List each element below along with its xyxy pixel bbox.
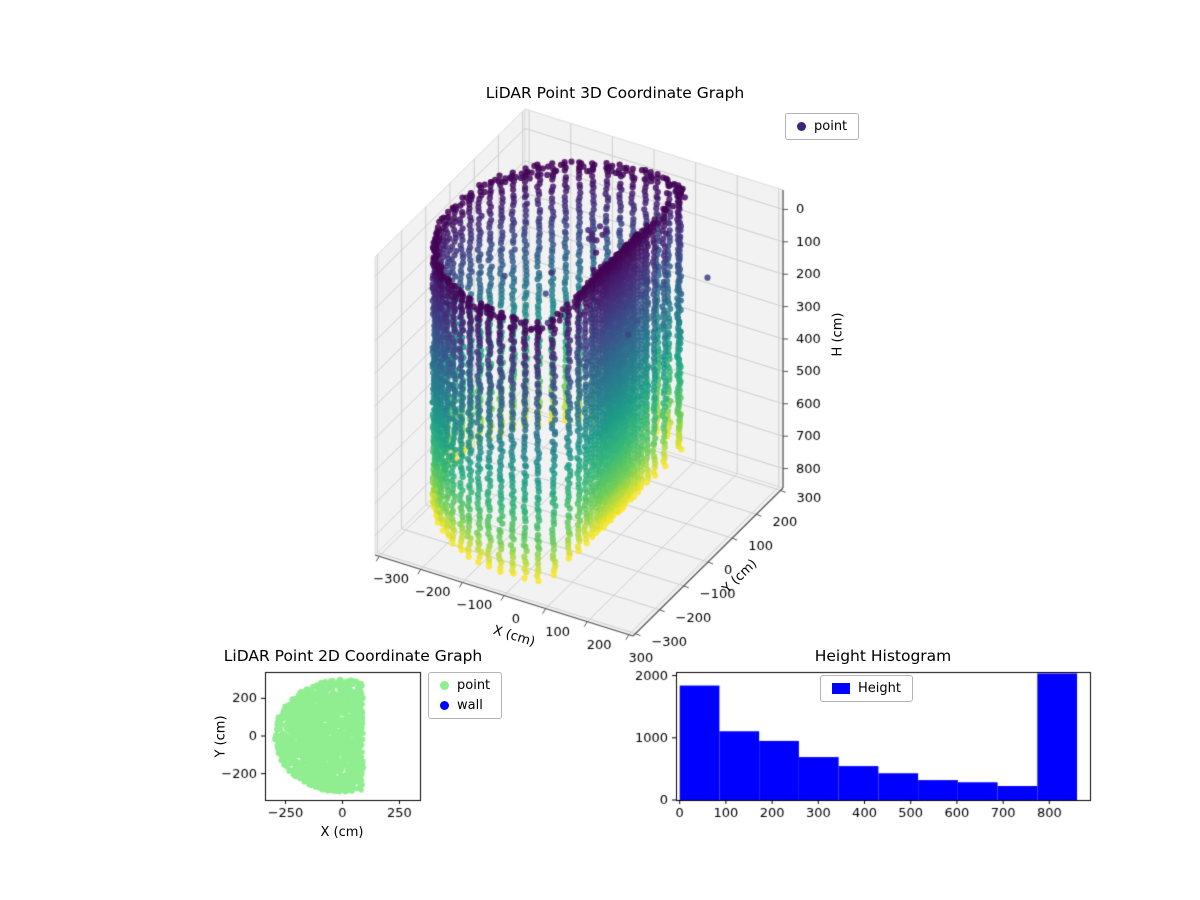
point-marker-icon [440,681,449,690]
height-swatch-icon [832,683,850,694]
legend-label: point [814,119,848,134]
legend-label: point [457,678,491,693]
legend-label: Height [858,681,901,696]
plot3d-z-axis-label: H (cm) [830,312,846,357]
legend-entry-point: point [797,119,847,134]
plot2d-x-axis-label: X (cm) [320,825,364,840]
legend-entry-height: Height [832,681,901,696]
plot2d-y-axis-label: Y (cm) [213,715,229,758]
point-marker-icon [797,122,806,131]
histogram-legend: Height [820,675,913,702]
histogram-title: Height Histogram [814,647,952,665]
plot2d-legend: point wall [428,672,503,719]
legend-entry-wall: wall [440,698,490,713]
plot3d-legend: point [785,113,860,140]
plot2d-title: LiDAR Point 2D Coordinate Graph [223,647,483,665]
wall-marker-icon [440,701,449,710]
plot3d-title: LiDAR Point 3D Coordinate Graph [485,84,745,102]
legend-label: wall [457,698,483,713]
legend-entry-point: point [440,678,490,693]
